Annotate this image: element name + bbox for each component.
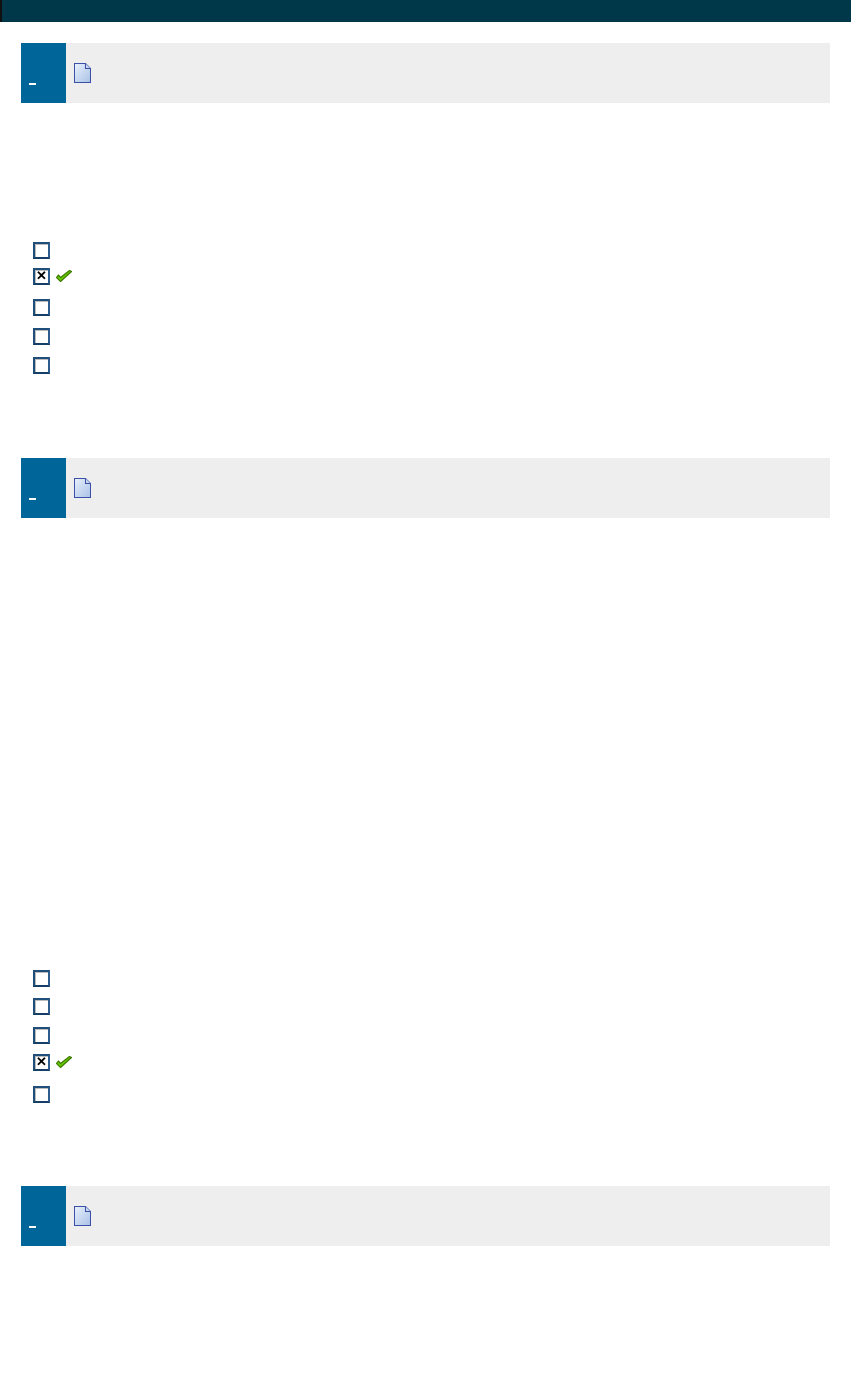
question-number-box: [21, 1186, 66, 1246]
question-number-link[interactable]: [29, 498, 36, 500]
question-number-box: [21, 43, 66, 103]
checkmark-icon: [55, 1055, 73, 1070]
answer-checkbox[interactable]: [33, 268, 50, 285]
question-header: [21, 458, 830, 518]
answer-checkbox[interactable]: [33, 328, 50, 345]
top-bar: [0, 0, 851, 22]
answer-checkbox[interactable]: [33, 242, 50, 259]
answer-checkbox[interactable]: [33, 970, 50, 987]
document-icon: [73, 1205, 93, 1232]
question-header: [21, 1186, 830, 1246]
question-number-link[interactable]: [29, 1226, 36, 1228]
document-icon: [73, 62, 93, 89]
answer-checkbox[interactable]: [33, 1086, 50, 1103]
answer-checkbox[interactable]: [33, 998, 50, 1015]
document-icon: [73, 477, 93, 504]
question-number-box: [21, 458, 66, 518]
answer-checkbox[interactable]: [33, 1054, 50, 1071]
answer-checkbox[interactable]: [33, 299, 50, 316]
answer-checkbox[interactable]: [33, 1027, 50, 1044]
question-number-link[interactable]: [29, 83, 36, 85]
question-header: [21, 43, 830, 103]
answer-checkbox[interactable]: [33, 357, 50, 374]
checkmark-icon: [55, 269, 73, 284]
